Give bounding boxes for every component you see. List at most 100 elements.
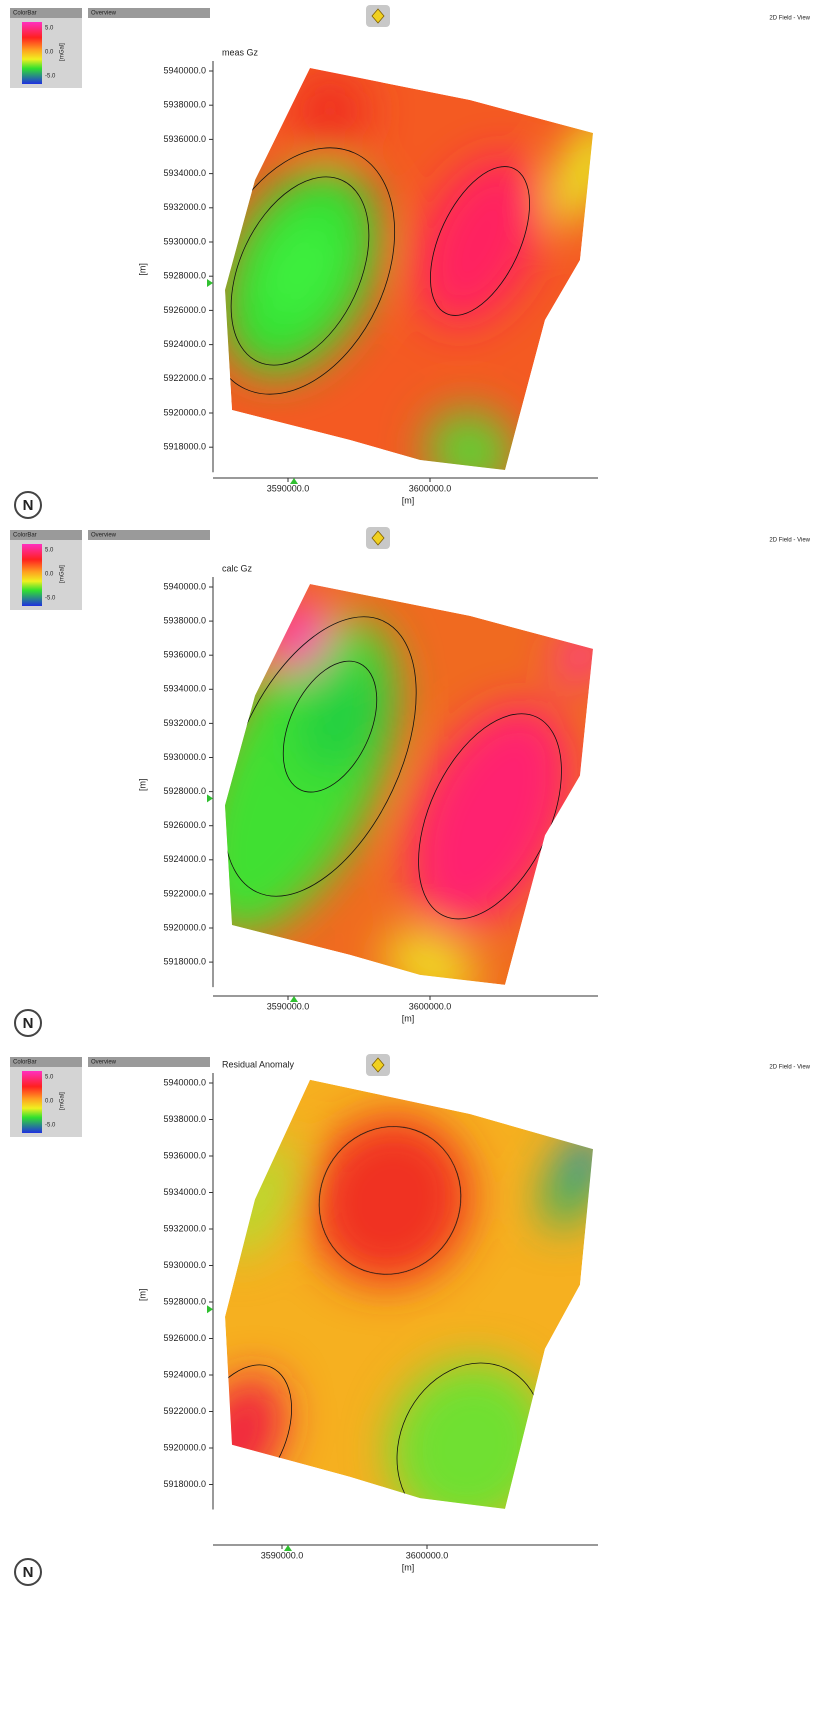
overview-title: Overview bbox=[91, 1060, 117, 1066]
overview-bar bbox=[88, 530, 210, 540]
y-tick-label: 5936000.0 bbox=[163, 1150, 206, 1160]
compass-icon bbox=[371, 530, 385, 546]
north-icon bbox=[14, 1558, 42, 1586]
colorbar-title: ColorBar bbox=[13, 11, 37, 17]
x-tick-label: 3590000.0 bbox=[267, 1001, 310, 1011]
y-tick-label: 5926000.0 bbox=[163, 820, 206, 830]
y-tick-label: 5920000.0 bbox=[163, 407, 206, 417]
field-map bbox=[225, 1079, 593, 1509]
y-tick-label: 5922000.0 bbox=[163, 1406, 206, 1416]
y-marker bbox=[207, 279, 213, 288]
y-tick-label: 5932000.0 bbox=[163, 202, 206, 212]
field-map bbox=[225, 584, 593, 985]
y-tick-label: 5920000.0 bbox=[163, 1442, 206, 1452]
y-tick-label: 5926000.0 bbox=[163, 1333, 206, 1343]
y-tick-label: 5930000.0 bbox=[163, 236, 206, 246]
y-tick-label: 5924000.0 bbox=[163, 1369, 206, 1379]
y-tick-label: 5928000.0 bbox=[163, 271, 206, 281]
y-tick-label: 5938000.0 bbox=[163, 615, 206, 625]
overview-bar bbox=[88, 1057, 210, 1067]
field-blob bbox=[408, 703, 572, 929]
y-tick-label: 5924000.0 bbox=[163, 339, 206, 349]
contour-line bbox=[282, 660, 378, 793]
colorbar-label: 5.0 bbox=[45, 26, 54, 32]
x-tick-label: 3600000.0 bbox=[406, 1550, 449, 1560]
compass-icon bbox=[371, 8, 385, 24]
y-tick-label: 5930000.0 bbox=[163, 1260, 206, 1270]
x-tick-label: 3600000.0 bbox=[409, 1001, 452, 1011]
colorbar-gradient bbox=[22, 1071, 42, 1133]
y-tick-label: 5940000.0 bbox=[163, 65, 206, 75]
map-title: meas Gz bbox=[222, 47, 259, 57]
x-marker bbox=[290, 996, 298, 1002]
y-marker bbox=[207, 1305, 213, 1314]
y-tick-label: 5918000.0 bbox=[163, 442, 206, 452]
y-tick-label: 5934000.0 bbox=[163, 168, 206, 178]
field-blob bbox=[425, 410, 515, 470]
y-tick-label: 5918000.0 bbox=[163, 956, 206, 966]
colorbar-header bbox=[10, 530, 82, 540]
colorbar-label: 0.0 bbox=[45, 572, 54, 578]
colorbar-gradient bbox=[22, 544, 42, 606]
colorbar-unit: [mGal] bbox=[60, 565, 66, 583]
y-marker bbox=[207, 794, 213, 803]
x-marker bbox=[290, 478, 298, 484]
y-tick-label: 5936000.0 bbox=[163, 134, 206, 144]
contour-line bbox=[430, 166, 530, 316]
contour-line bbox=[318, 1126, 462, 1275]
north-icon bbox=[14, 491, 42, 519]
colorbar-header bbox=[10, 1057, 82, 1067]
y-tick-label: 5930000.0 bbox=[163, 752, 206, 762]
map-title: calc Gz bbox=[222, 563, 253, 573]
y-tick-label: 5922000.0 bbox=[163, 888, 206, 898]
y-tick-label: 5926000.0 bbox=[163, 305, 206, 315]
y-tick-label: 5934000.0 bbox=[163, 684, 206, 694]
y-tick-label: 5922000.0 bbox=[163, 373, 206, 383]
y-tick-label: 5934000.0 bbox=[163, 1187, 206, 1197]
field-blob bbox=[417, 156, 543, 326]
north-label: N bbox=[23, 1015, 34, 1032]
colorbar-label: 5.0 bbox=[45, 1075, 54, 1081]
overview-bar bbox=[88, 8, 210, 18]
y-axis-label: [m] bbox=[137, 1288, 147, 1301]
view-label: 2D Field - View bbox=[769, 538, 810, 544]
x-axis-label: [m] bbox=[402, 1013, 415, 1023]
compass-icon bbox=[371, 1057, 385, 1073]
x-axis-label: [m] bbox=[402, 1562, 415, 1572]
y-axis-label: [m] bbox=[137, 779, 147, 792]
field-blob bbox=[550, 115, 593, 227]
y-tick-label: 5918000.0 bbox=[163, 1479, 206, 1489]
y-tick-label: 5940000.0 bbox=[163, 581, 206, 591]
field-blob bbox=[260, 219, 340, 323]
y-tick-label: 5936000.0 bbox=[163, 650, 206, 660]
overview-title: Overview bbox=[91, 11, 117, 17]
y-tick-label: 5938000.0 bbox=[163, 100, 206, 110]
contour-line bbox=[225, 1364, 292, 1506]
x-tick-label: 3590000.0 bbox=[261, 1550, 304, 1560]
colorbar-label: -5.0 bbox=[45, 1123, 56, 1129]
colorbar-header bbox=[10, 8, 82, 18]
x-tick-label: 3590000.0 bbox=[267, 483, 310, 493]
panel: ColorBar 5.0 0.0 -5.0 [mGal] Overview 2D Field… bbox=[10, 1054, 811, 1586]
field-blob bbox=[295, 659, 385, 774]
view-label: 2D Field - View bbox=[769, 1065, 810, 1071]
contour-line bbox=[230, 176, 370, 366]
y-tick-label: 5932000.0 bbox=[163, 1223, 206, 1233]
y-tick-label: 5940000.0 bbox=[163, 1077, 206, 1087]
colorbar-unit: [mGal] bbox=[60, 1092, 66, 1110]
north-label: N bbox=[23, 497, 34, 514]
contour-line bbox=[225, 147, 396, 395]
view-label: 2D Field - View bbox=[769, 16, 810, 22]
north-icon bbox=[14, 1009, 42, 1037]
colorbar-label: 5.0 bbox=[45, 548, 54, 554]
y-axis-label: [m] bbox=[137, 263, 147, 276]
x-marker bbox=[284, 1545, 292, 1551]
y-tick-label: 5928000.0 bbox=[163, 1296, 206, 1306]
y-tick-label: 5932000.0 bbox=[163, 718, 206, 728]
field-blobs bbox=[225, 598, 593, 985]
colorbar-title: ColorBar bbox=[13, 533, 37, 539]
y-tick-label: 5924000.0 bbox=[163, 854, 206, 864]
colorbar-title: ColorBar bbox=[13, 1060, 37, 1066]
colorbar-label: 0.0 bbox=[45, 1099, 54, 1105]
